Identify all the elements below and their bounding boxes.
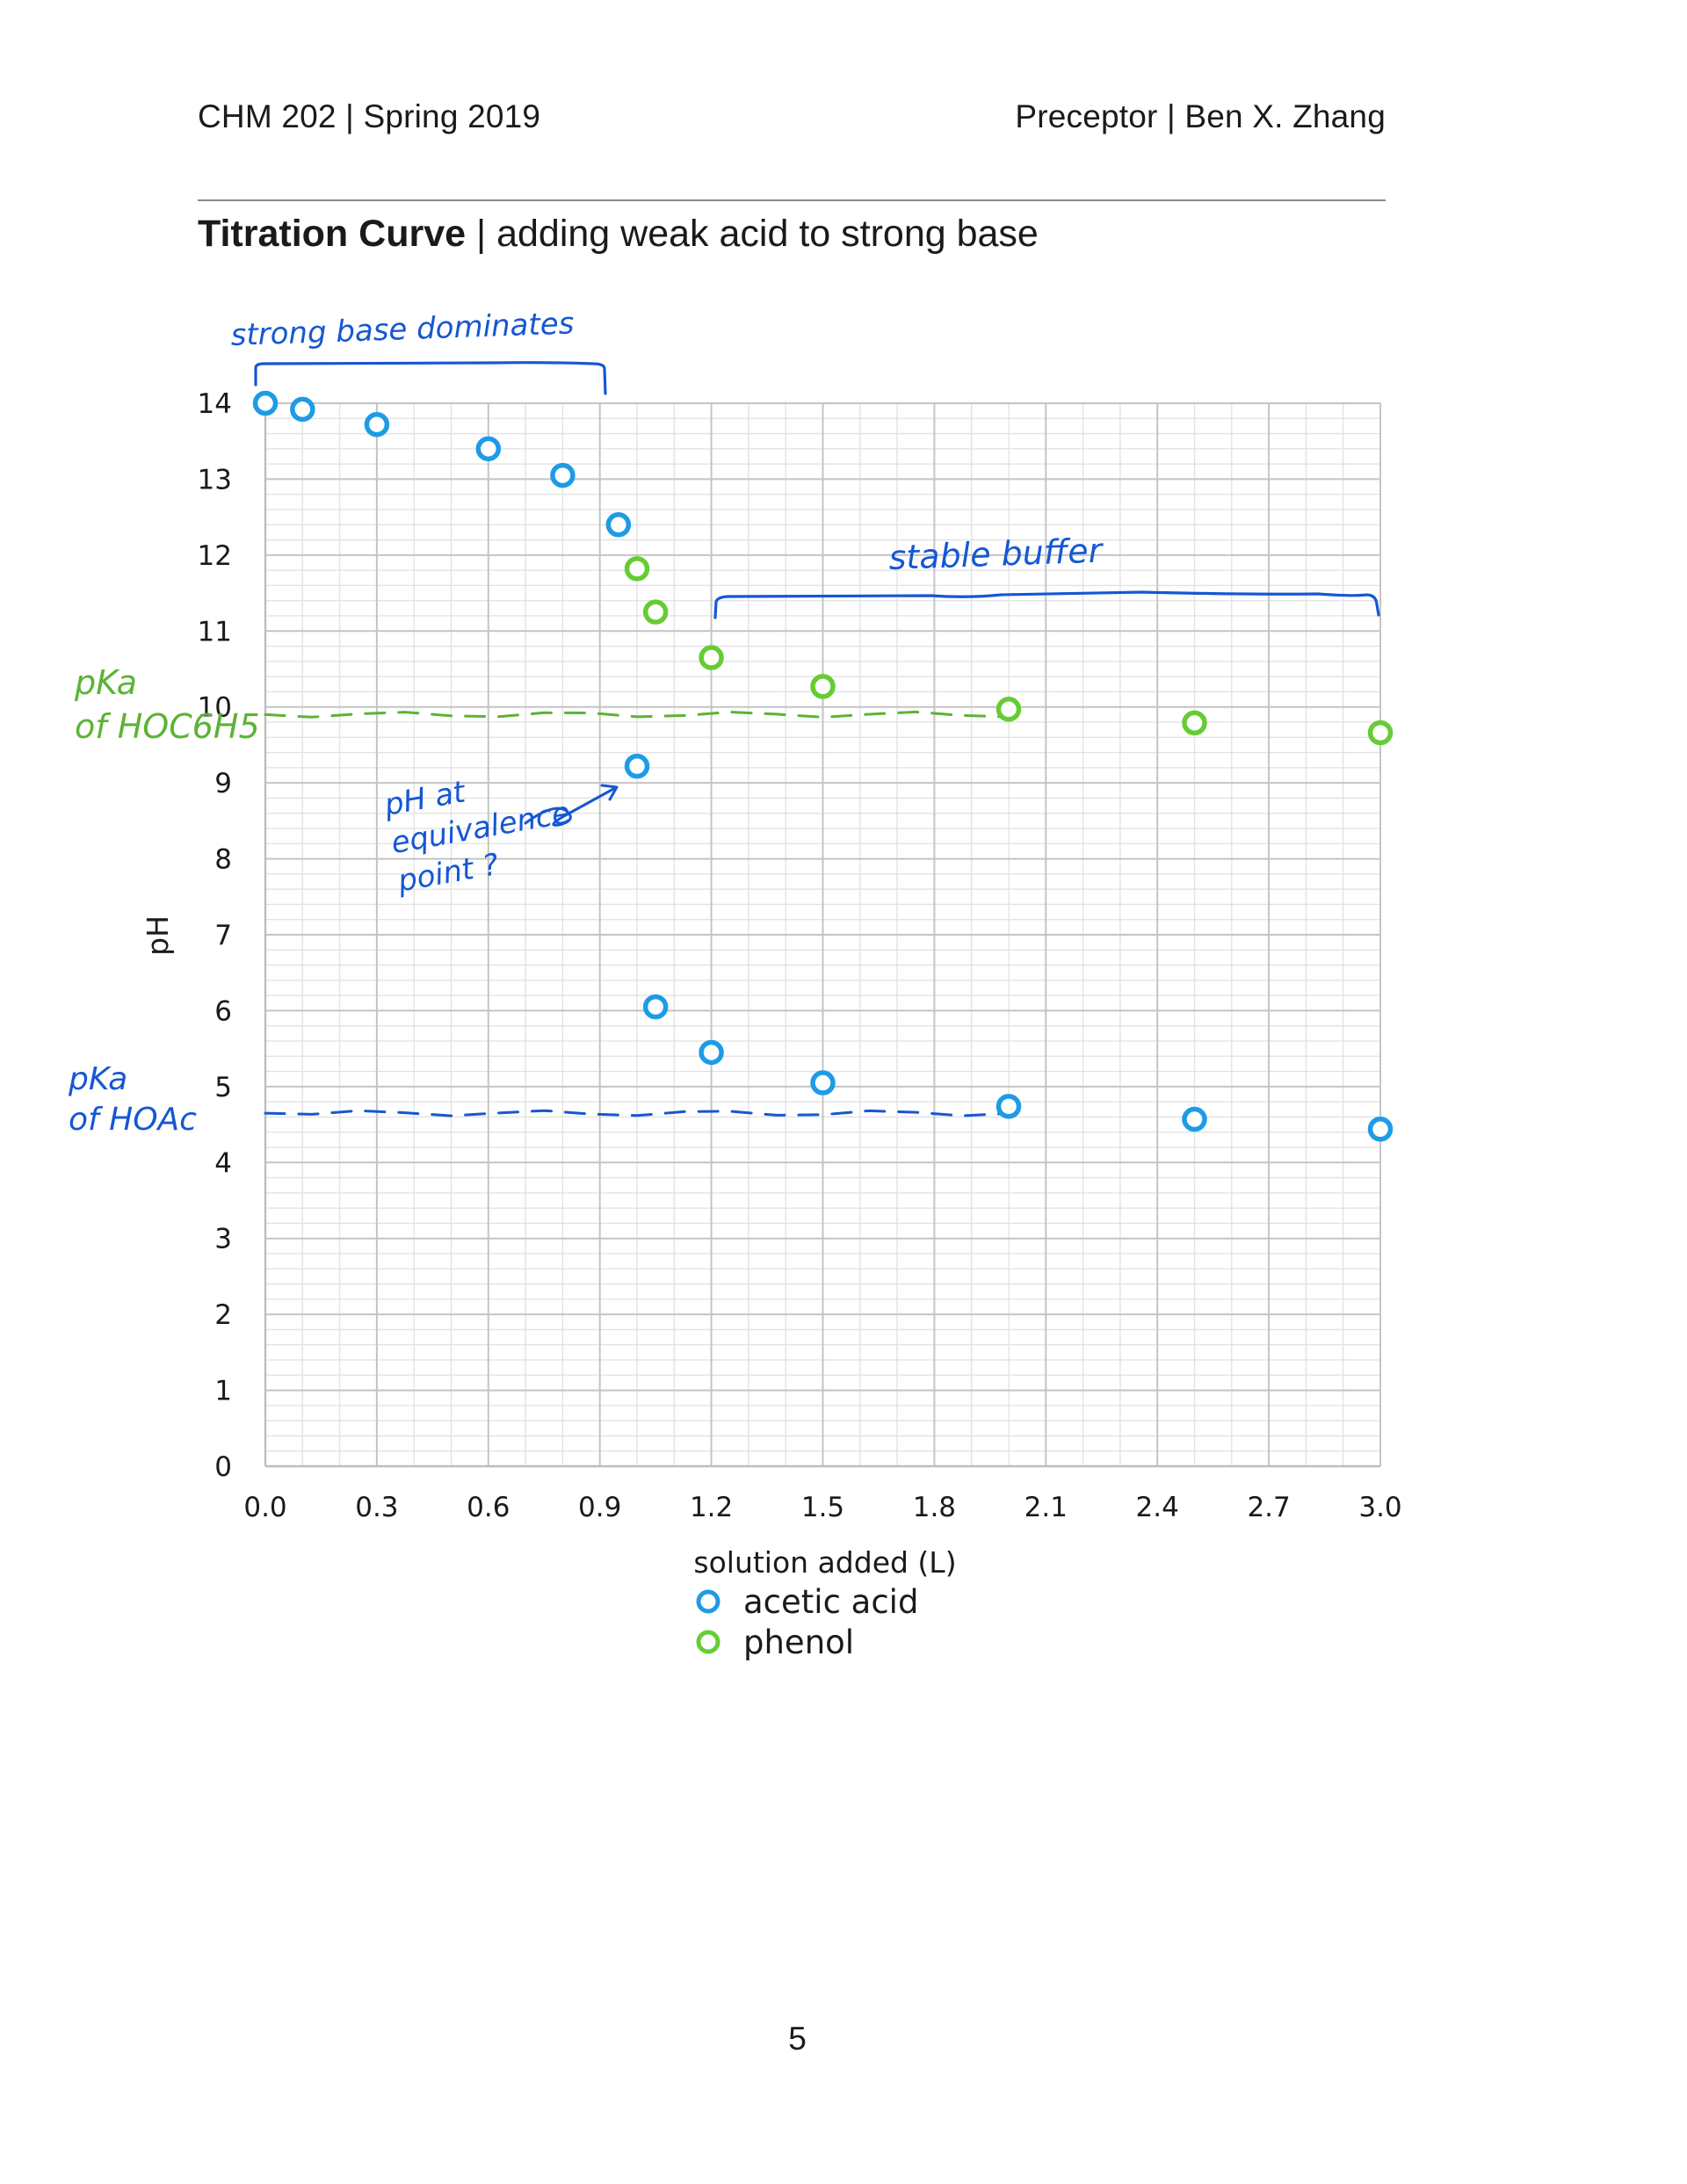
x-tick-label: 0.3: [355, 1492, 398, 1523]
data-point-acetic-acid: [699, 1039, 724, 1066]
stable-buffer-bracket: [713, 590, 1380, 619]
data-point-acetic-acid: [475, 436, 502, 462]
data-point-phenol: [1182, 710, 1207, 736]
y-tick-label: 5: [214, 1072, 232, 1103]
title-rest: | adding weak acid to strong base: [466, 213, 1039, 255]
data-point-acetic-acid: [996, 1094, 1022, 1119]
legend-marker-phenol: [696, 1630, 720, 1654]
x-tick-label: 1.2: [690, 1492, 733, 1523]
page-title: Titration Curve | adding weak acid to st…: [198, 213, 1039, 256]
annotation-strong-base: strong base dominates: [230, 306, 575, 353]
legend-label-phenol: phenol: [743, 1624, 854, 1661]
grid-major: [264, 402, 1381, 1468]
y-tick-label: 7: [214, 920, 232, 951]
equivalence-arrow: [524, 786, 617, 827]
annotation-stable-buffer: stable buffer: [888, 531, 1105, 577]
x-tick-label: 0.0: [243, 1492, 286, 1523]
y-tick-label: 0: [214, 1451, 232, 1483]
data-point-phenol: [624, 556, 650, 582]
annotation-pka-hoac: pKa of HOAc: [68, 1061, 197, 1138]
header-divider: [198, 199, 1386, 201]
data-point-acetic-acid: [1367, 1117, 1394, 1142]
data-point-phenol: [996, 697, 1022, 722]
y-tick-label: 10: [198, 692, 232, 724]
legend-label-acetic-acid: acetic acid: [743, 1583, 918, 1621]
header-author: Preceptor | Ben X. Zhang: [1015, 98, 1386, 134]
y-axis-label: pH: [141, 915, 175, 956]
y-tick-label: 12: [198, 540, 232, 572]
x-tick-label: 1.5: [801, 1492, 844, 1523]
x-tick-label: 0.9: [578, 1492, 621, 1523]
y-tick-label: 4: [214, 1147, 232, 1179]
data-point-phenol: [1367, 720, 1394, 746]
y-tick-label: 8: [214, 844, 232, 876]
y-tick-label: 11: [198, 616, 232, 647]
x-tick-labels: 0.0 0.3 0.6 0.9 1.2 1.5 1.8 2.1 2.4 2.7 3.0: [243, 1492, 1401, 1523]
data-point-acetic-acid: [252, 390, 279, 416]
y-tick-label: 9: [214, 768, 232, 799]
y-tick-label: 2: [214, 1299, 232, 1331]
data-point-phenol: [810, 674, 836, 699]
data-point-acetic-acid: [605, 512, 632, 538]
y-tick-label: 1: [214, 1376, 232, 1407]
page-number: 5: [788, 2021, 807, 2057]
data-point-acetic-acid: [624, 753, 650, 779]
x-tick-label: 0.6: [467, 1492, 510, 1523]
x-tick-label: 1.8: [913, 1492, 956, 1523]
data-point-acetic-acid: [1182, 1106, 1207, 1132]
titration-chart: 0.0 0.3 0.6 0.9 1.2 1.5 1.8 2.1 2.4 2.7 3.0 012345…: [68, 306, 1402, 1661]
y-tick-label: 13: [198, 464, 232, 495]
equivalence-arrowhead: [600, 784, 619, 801]
pka-reference-line: [264, 1109, 1010, 1117]
x-tick-label: 2.1: [1025, 1492, 1068, 1523]
y-tick-label: 6: [214, 995, 232, 1027]
x-tick-label: 2.4: [1136, 1492, 1179, 1523]
data-point-phenol: [642, 599, 669, 625]
data-point-acetic-acid: [364, 411, 390, 438]
x-axis-label: solution added (L): [693, 1545, 956, 1580]
annotation-equivalence-point: pH atequivalencepoint ?: [381, 757, 580, 900]
annotation-brackets: [254, 361, 1380, 827]
x-tick-label: 3.0: [1358, 1492, 1401, 1523]
data-point-acetic-acid: [810, 1070, 836, 1096]
y-tick-label: 3: [214, 1224, 232, 1255]
strong-base-bracket: [254, 361, 607, 395]
data-point-phenol: [699, 645, 724, 670]
data-point-acetic-acid: [642, 994, 669, 1020]
annotation-pka-phenol: pKa of HOC6H5: [74, 663, 260, 746]
reference-lines: [264, 710, 1010, 1117]
data-points: [252, 390, 1394, 1142]
x-tick-label: 2.7: [1247, 1492, 1290, 1523]
pka-reference-line: [264, 710, 1010, 719]
y-tick-label: 14: [198, 388, 232, 420]
data-point-acetic-acid: [550, 462, 576, 488]
data-point-acetic-acid: [290, 396, 315, 423]
header-course: CHM 202 | Spring 2019: [198, 98, 541, 134]
title-bold: Titration Curve: [198, 213, 467, 255]
legend-marker-acetic-acid: [696, 1589, 720, 1614]
